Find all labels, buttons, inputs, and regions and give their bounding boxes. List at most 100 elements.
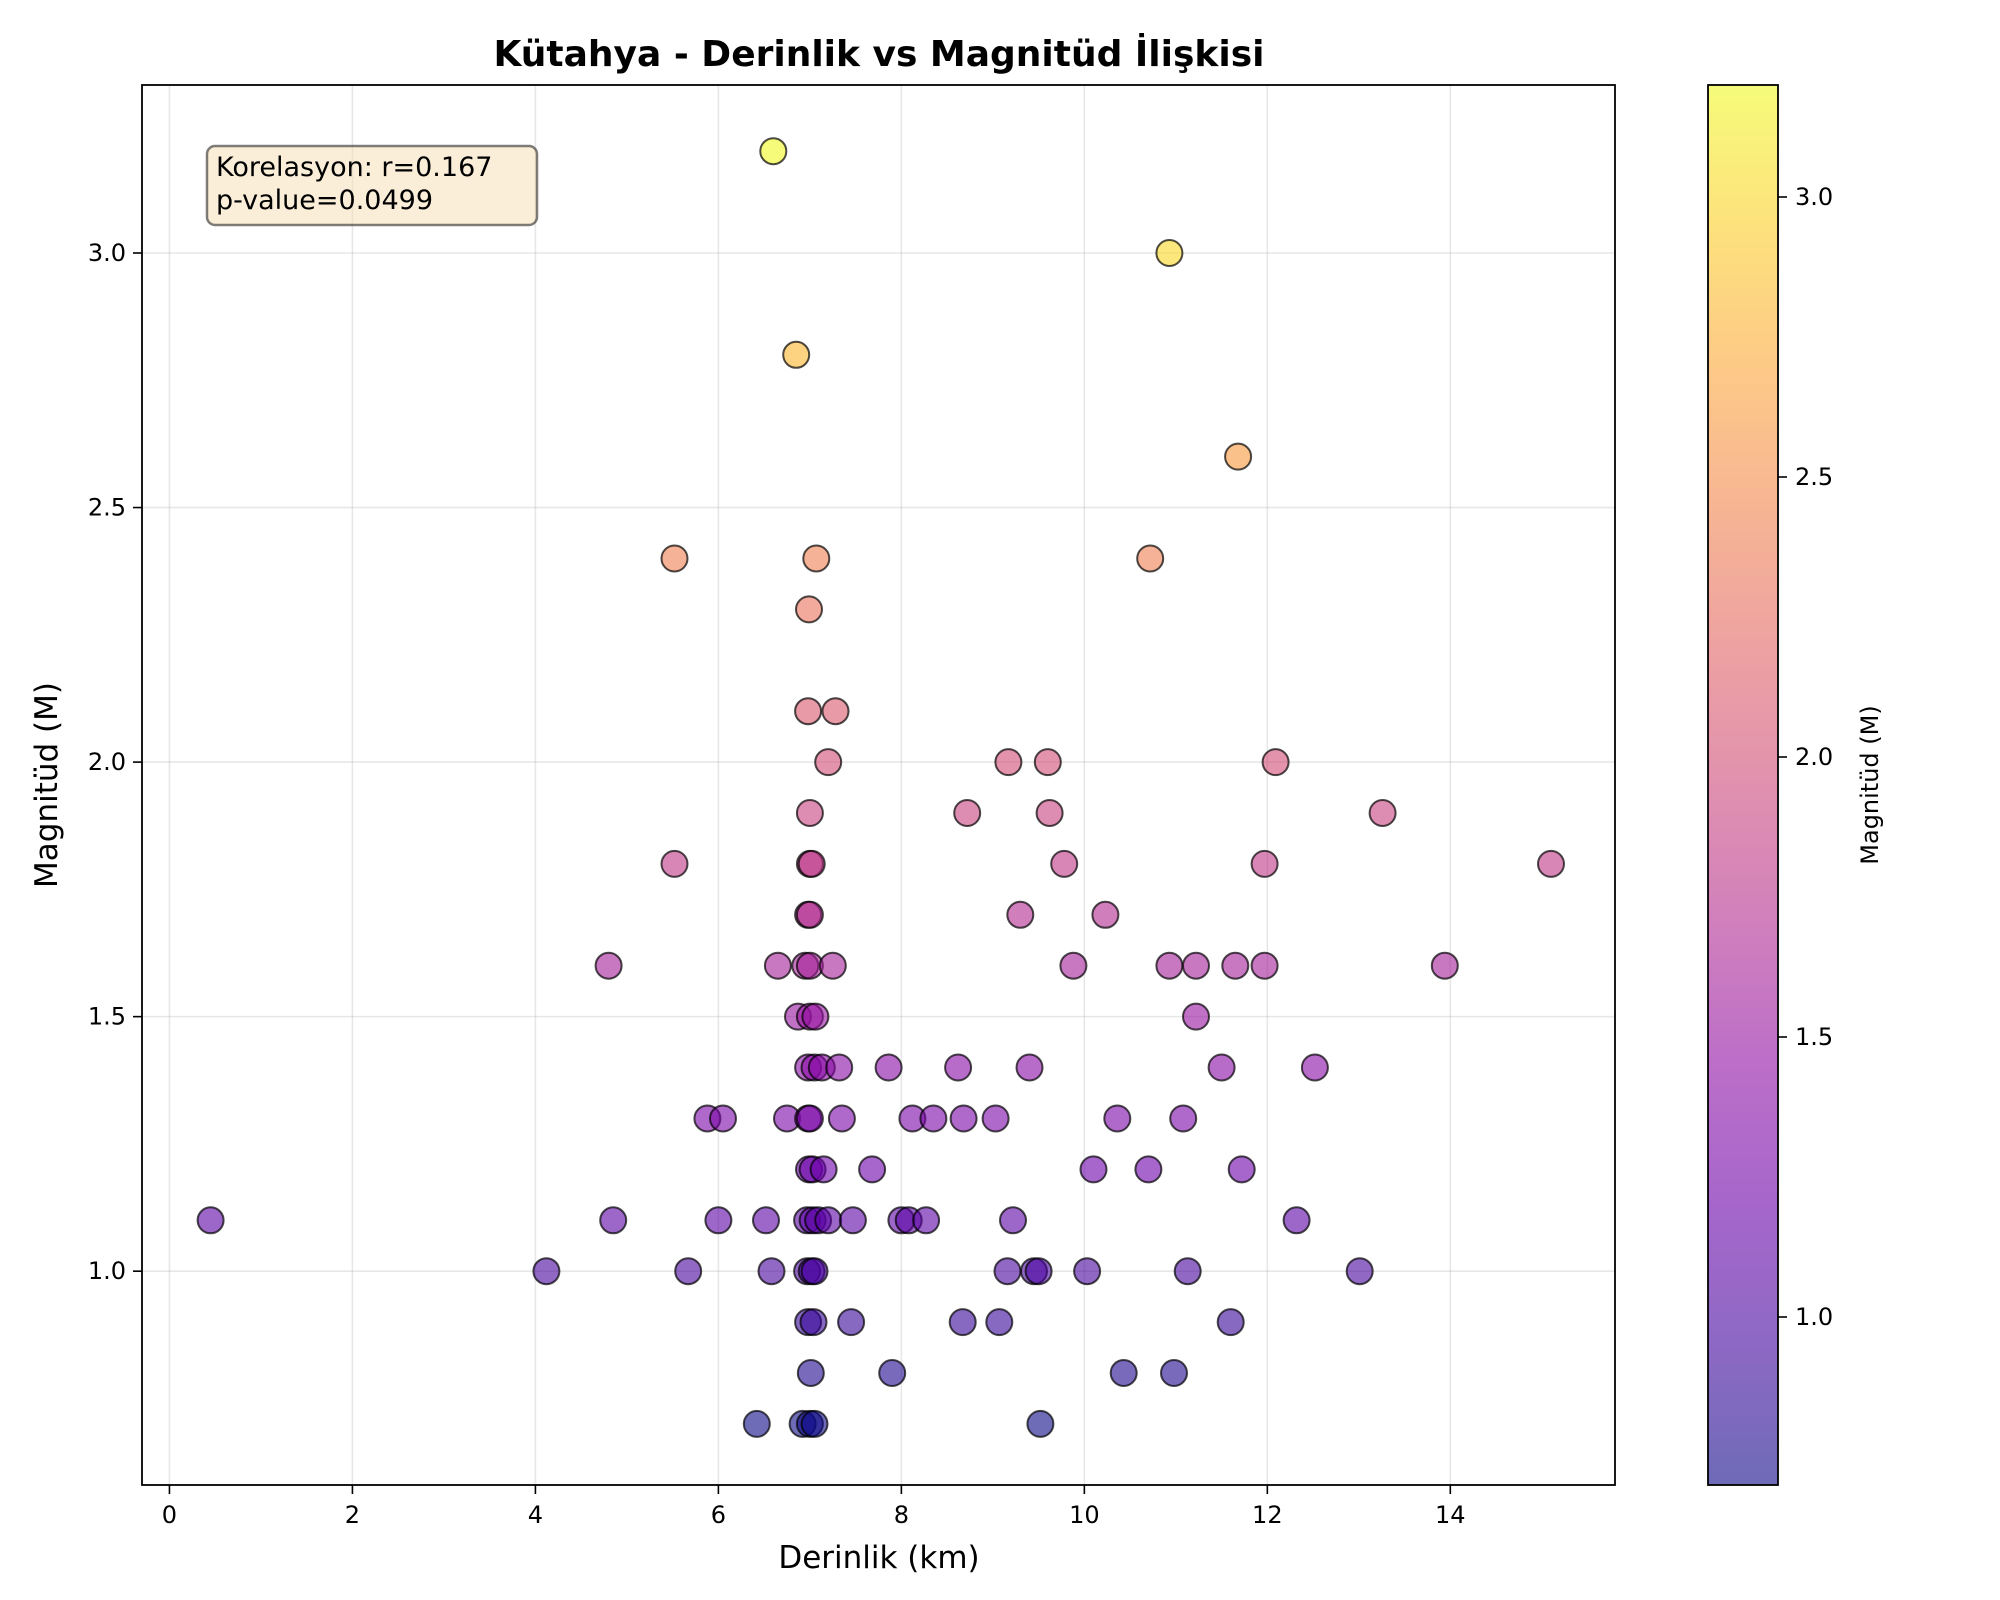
- data-point: [809, 1155, 838, 1184]
- data-point: [1368, 799, 1397, 827]
- data-point: [763, 951, 792, 980]
- data-point: [1015, 1053, 1044, 1082]
- data-point: [814, 748, 843, 777]
- colorbar-tick-label: 1.5: [1795, 1023, 1833, 1051]
- data-point: [912, 1206, 941, 1235]
- data-point: [795, 595, 823, 624]
- data-point: [953, 799, 982, 827]
- data-point: [821, 697, 850, 726]
- data-point: [1155, 239, 1184, 267]
- data-point: [594, 951, 623, 980]
- correlation-annotation: Korelasyon: r=0.167 p-value=0.0499: [205, 144, 539, 227]
- data-point: [660, 849, 689, 878]
- data-point: [532, 1257, 561, 1286]
- grid: [142, 85, 1615, 1485]
- data-points: [196, 137, 1565, 1438]
- annotation-box: [205, 144, 539, 227]
- data-point: [757, 1257, 786, 1286]
- data-point: [759, 137, 788, 166]
- colorbar-ticks: 1.0 1.5 2.0 2.5 3.0: [1778, 183, 1833, 1331]
- colorbar-tick-label: 1.0: [1795, 1303, 1833, 1331]
- data-point: [878, 1359, 907, 1387]
- data-point: [800, 1257, 829, 1286]
- x-tick-label: 4: [528, 1501, 543, 1529]
- x-tick-label: 6: [711, 1501, 726, 1529]
- chart-title: Kütahya - Derinlik vs Magnitüd İlişkisi: [494, 33, 1265, 75]
- data-point: [1300, 1053, 1329, 1082]
- y-tick-label: 2.0: [88, 748, 126, 776]
- y-tick-label: 2.5: [88, 494, 126, 522]
- plot-frame: [141, 84, 1616, 1486]
- colorbar-tick-label: 2.0: [1795, 743, 1833, 771]
- data-point: [1227, 1155, 1256, 1184]
- data-point: [704, 1206, 733, 1235]
- data-point: [818, 951, 847, 980]
- data-point: [1173, 1257, 1202, 1286]
- data-point: [1160, 1359, 1188, 1387]
- data-point: [802, 544, 831, 573]
- data-point: [1109, 1359, 1138, 1387]
- data-point: [949, 1104, 978, 1133]
- data-point: [994, 748, 1023, 777]
- y-tick-label: 1.0: [88, 1257, 126, 1285]
- data-point: [825, 1053, 854, 1082]
- data-point: [1079, 1155, 1108, 1184]
- data-point: [674, 1257, 703, 1286]
- data-point: [874, 1053, 903, 1082]
- data-point: [794, 697, 823, 726]
- annotation-p-value: p-value=0.0499: [216, 185, 433, 216]
- data-point: [800, 1409, 829, 1438]
- data-point: [1250, 849, 1279, 878]
- data-point: [801, 1002, 830, 1031]
- data-point: [795, 900, 824, 929]
- data-point: [1136, 544, 1165, 573]
- data-point: [709, 1104, 737, 1133]
- colorbar-frame: [1707, 84, 1779, 1486]
- data-point: [814, 1206, 843, 1235]
- data-point: [1182, 1002, 1210, 1031]
- data-point: [1182, 951, 1210, 980]
- x-tick-label: 10: [1069, 1501, 1100, 1529]
- y-tick-label: 3.0: [88, 239, 126, 267]
- data-point: [1006, 900, 1035, 929]
- data-point: [1050, 849, 1079, 878]
- data-point: [858, 1155, 887, 1184]
- data-point: [837, 1308, 866, 1337]
- colorbar: 1.0 1.5 2.0 2.5 3.0 Magnitüd (M): [1707, 84, 1884, 1486]
- data-point: [196, 1206, 225, 1235]
- data-point: [1155, 951, 1184, 980]
- data-point: [948, 1308, 977, 1337]
- x-tick-label: 0: [162, 1501, 177, 1529]
- colorbar-label: Magnitüd (M): [1856, 705, 1884, 864]
- data-point: [782, 340, 811, 369]
- data-point: [1059, 951, 1088, 980]
- data-point: [1033, 748, 1062, 777]
- annotation-correlation: Korelasyon: r=0.167: [216, 152, 492, 183]
- y-tick-label: 1.5: [88, 1003, 126, 1031]
- data-point: [981, 1104, 1010, 1133]
- data-point: [1430, 951, 1459, 980]
- data-point: [1224, 442, 1253, 471]
- data-point: [1091, 900, 1120, 929]
- y-axis-label: Magnitüd (M): [29, 682, 65, 888]
- y-axis-ticks: 1.0 1.5 2.0 2.5 3.0: [88, 239, 142, 1285]
- x-axis-label: Derinlik (km): [778, 1540, 979, 1576]
- data-point: [838, 1206, 867, 1235]
- data-point: [799, 1308, 828, 1337]
- data-point: [1221, 951, 1250, 980]
- data-point: [944, 1053, 973, 1082]
- colorbar-tick-label: 3.0: [1795, 183, 1833, 211]
- x-tick-label: 2: [345, 1501, 360, 1529]
- data-point: [795, 799, 824, 827]
- data-point: [1073, 1257, 1102, 1286]
- colorbar-gradient: [1708, 85, 1778, 1485]
- data-point: [1169, 1104, 1198, 1133]
- data-point: [660, 544, 689, 573]
- data-point: [797, 849, 826, 878]
- x-tick-label: 14: [1435, 1501, 1466, 1529]
- data-point: [827, 1104, 856, 1133]
- data-point: [796, 1359, 825, 1387]
- data-point: [1345, 1257, 1374, 1286]
- data-point: [795, 1104, 824, 1133]
